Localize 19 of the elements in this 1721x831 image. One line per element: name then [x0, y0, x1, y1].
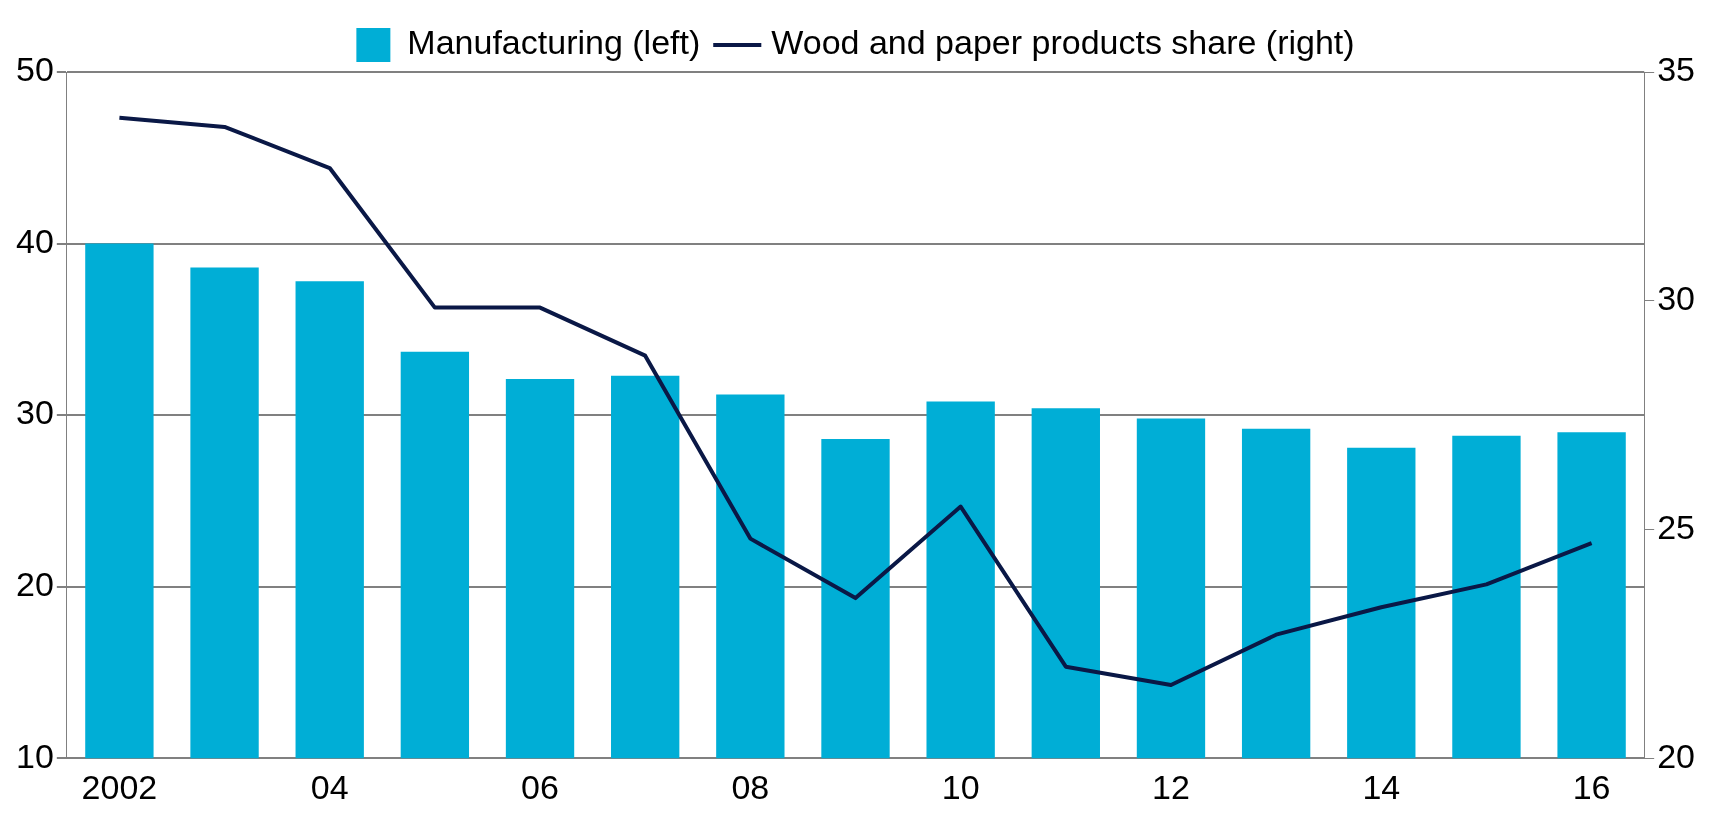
x-tick-label: 16: [1572, 767, 1611, 806]
y-tick-label: 40: [15, 221, 54, 260]
y2-tick-label: 30: [1657, 279, 1696, 318]
y2-tick-label: 20: [1657, 736, 1696, 775]
y-tick-label: 10: [15, 736, 54, 775]
y-tick-label: 20: [15, 565, 54, 604]
x-tick-label: 06: [521, 767, 559, 806]
legend-label: Wood and paper products share (right): [771, 23, 1355, 62]
x-tick-label: 2002: [81, 767, 158, 806]
x-tick-label: 14: [1362, 767, 1401, 806]
x-tick-label: 04: [310, 767, 349, 806]
y-tick-label: 30: [15, 393, 54, 432]
x-tick-label: 12: [1152, 767, 1190, 806]
y2-tick-label: 35: [1657, 50, 1696, 89]
x-tick-label: 08: [731, 767, 770, 806]
y2-tick-label: 25: [1657, 507, 1696, 546]
y-tick-label: 50: [15, 50, 54, 89]
legend-label: Manufacturing (left): [407, 23, 701, 62]
x-tick-label: 10: [941, 767, 980, 806]
